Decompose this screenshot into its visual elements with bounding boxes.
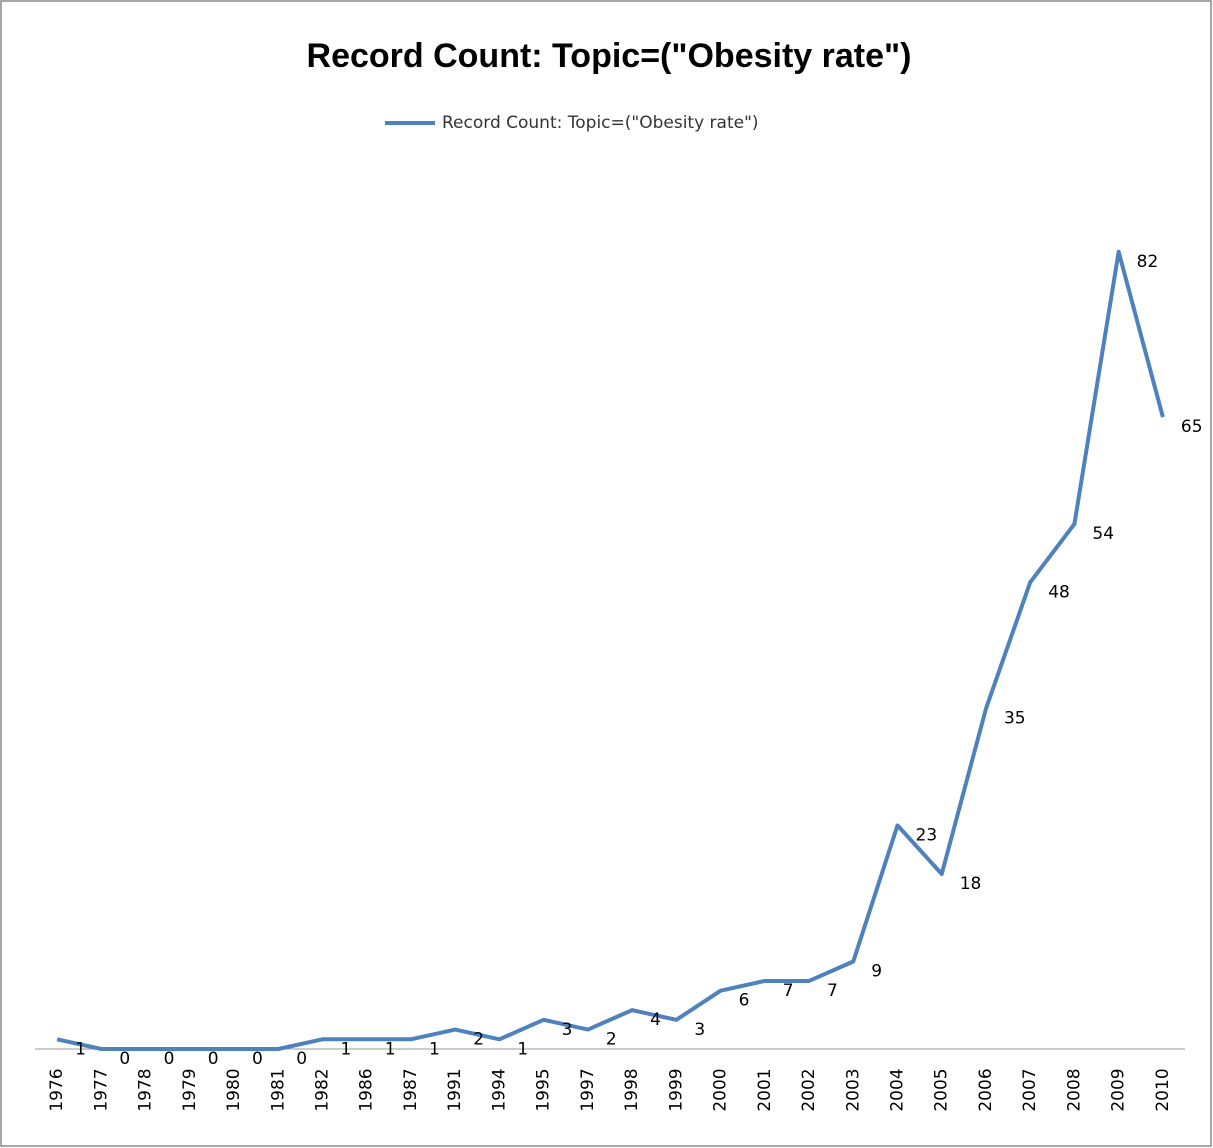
- x-tick-label: 2001: [755, 1068, 775, 1111]
- x-tick-label: 1982: [313, 1068, 333, 1111]
- data-label: 0: [296, 1049, 307, 1069]
- data-label: 0: [119, 1049, 130, 1069]
- x-tick-label: 1979: [180, 1068, 200, 1111]
- x-tick-label: 2010: [1153, 1068, 1173, 1111]
- x-tick-label: 2006: [976, 1068, 996, 1111]
- data-label: 35: [1004, 709, 1026, 729]
- data-label: 0: [164, 1049, 175, 1069]
- x-tick-label: 2007: [1020, 1068, 1040, 1111]
- x-tick-label: 1978: [136, 1068, 156, 1111]
- data-label: 1: [429, 1039, 440, 1059]
- data-label: 48: [1048, 582, 1070, 602]
- data-label: 0: [208, 1049, 219, 1069]
- legend-label: Record Count: Topic=("Obesity rate"): [442, 113, 759, 133]
- data-label: 9: [871, 962, 882, 982]
- x-tick-label: 1994: [489, 1068, 509, 1111]
- x-tick-label: 1977: [91, 1068, 111, 1111]
- data-label: 1: [385, 1039, 396, 1059]
- data-label: 23: [916, 825, 938, 845]
- data-label: 4: [650, 1010, 661, 1030]
- data-label: 82: [1137, 252, 1159, 272]
- x-tick-label: 1999: [666, 1068, 686, 1111]
- x-tick-label: 2008: [1064, 1068, 1084, 1111]
- x-tick-label: 1980: [224, 1068, 244, 1111]
- data-label: 7: [783, 981, 794, 1001]
- data-label: 1: [341, 1039, 352, 1059]
- x-tick-label: 2005: [932, 1068, 952, 1111]
- x-tick-label: 1981: [268, 1068, 288, 1111]
- line-series: [56, 249, 1165, 1051]
- data-label: 2: [473, 1030, 484, 1050]
- x-tick-label: 1997: [578, 1068, 598, 1111]
- x-tick-label: 1995: [534, 1068, 554, 1111]
- data-label: 54: [1092, 524, 1114, 544]
- data-label: 65: [1181, 417, 1203, 437]
- x-tick-label: 1976: [47, 1068, 67, 1111]
- x-tick-label: 1986: [357, 1068, 377, 1111]
- x-tick-label: 2009: [1109, 1068, 1129, 1111]
- data-label: 1: [75, 1039, 86, 1059]
- x-tick-label: 2000: [711, 1068, 731, 1111]
- x-tick-label: 1998: [622, 1068, 642, 1111]
- data-label: 3: [694, 1020, 705, 1040]
- data-label: 18: [960, 874, 982, 894]
- x-tick-label: 2004: [888, 1068, 908, 1111]
- chart-title: Record Count: Topic=("Obesity rate"): [307, 37, 912, 75]
- data-label: 1: [517, 1039, 528, 1059]
- data-label: 0: [252, 1049, 263, 1069]
- data-label: 3: [562, 1020, 573, 1040]
- x-tick-label: 1987: [401, 1068, 421, 1111]
- x-tick-label: 2002: [799, 1068, 819, 1111]
- x-tick-label: 1991: [445, 1068, 465, 1111]
- x-tick-label: 2003: [843, 1068, 863, 1111]
- data-label: 7: [827, 981, 838, 1001]
- data-label: 6: [739, 991, 750, 1011]
- data-label: 2: [606, 1030, 617, 1050]
